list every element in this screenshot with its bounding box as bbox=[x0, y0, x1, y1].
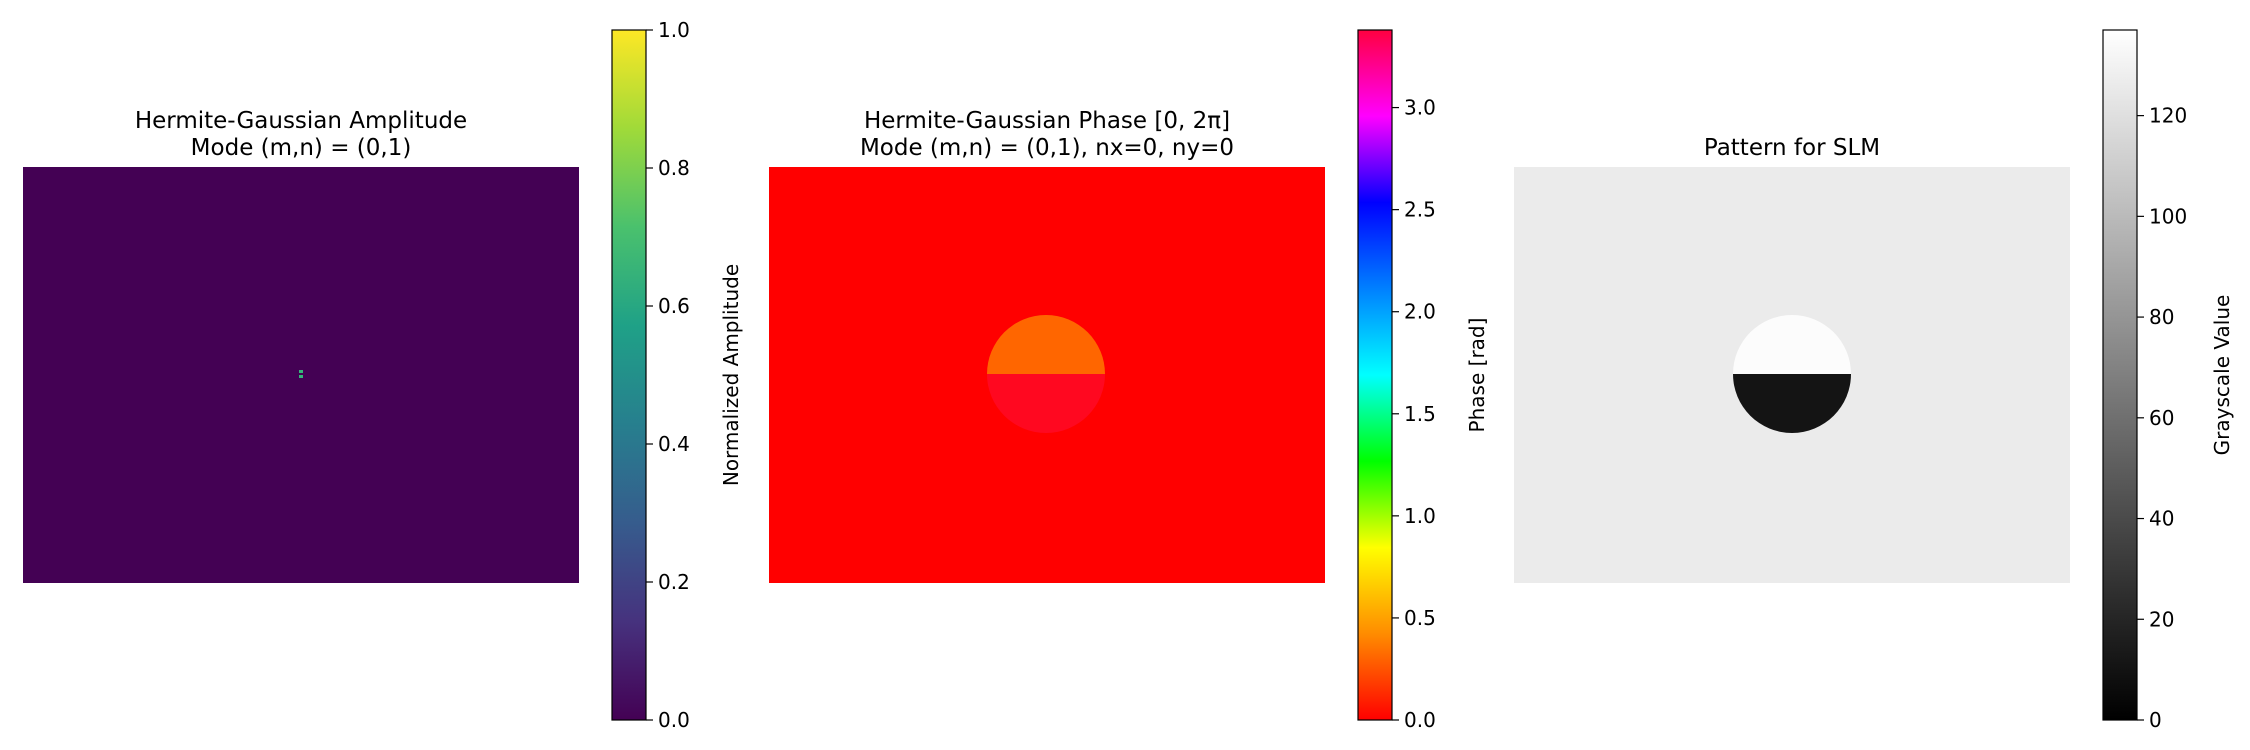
chart-title-line: Hermite-Gaussian Phase [0, 2π] bbox=[864, 108, 1230, 134]
chart-panel-1: Hermite-Gaussian Amplitude Mode (m,n) = (… bbox=[23, 18, 743, 732]
colorbar-tick-label: 0.5 bbox=[1404, 606, 1436, 630]
chart-panel-2: Hermite-Gaussian Phase [0, 2π] Mode (m,n)… bbox=[769, 29, 1489, 732]
colorbar-tick-label: 0 bbox=[2149, 708, 2162, 732]
amplitude-lobe-bottom bbox=[299, 375, 303, 378]
chart-title: Hermite-Gaussian Amplitude Mode (m,n) = (… bbox=[135, 108, 467, 161]
chart-title: Pattern for SLM bbox=[1704, 135, 1880, 161]
colorbar-tick-label: 1.0 bbox=[658, 18, 690, 42]
colorbar-label: Phase [rad] bbox=[1465, 318, 1489, 433]
disc-lower-half bbox=[987, 374, 1105, 433]
colorbar-tick-label: 2.0 bbox=[1404, 300, 1436, 324]
chart-title-line: Mode (m,n) = (0,1) bbox=[191, 135, 412, 161]
colorbar-tick-label: 80 bbox=[2149, 305, 2174, 329]
disc-upper-half bbox=[1733, 315, 1851, 374]
disc-upper-half bbox=[987, 315, 1105, 374]
colorbar-tick-label: 0.8 bbox=[658, 156, 690, 180]
colorbar-tick-label: 40 bbox=[2149, 507, 2174, 531]
chart-title-line: Mode (m,n) = (0,1), nx=0, ny=0 bbox=[860, 135, 1234, 161]
colorbar-label: Grayscale Value bbox=[2210, 295, 2234, 456]
colorbar-tick-label: 2.5 bbox=[1404, 198, 1436, 222]
colorbar-tick-label: 100 bbox=[2149, 204, 2187, 228]
chart-title: Hermite-Gaussian Phase [0, 2π] Mode (m,n)… bbox=[860, 108, 1234, 161]
chart-title-line: Pattern for SLM bbox=[1704, 135, 1880, 161]
colorbar-tick-label: 0.6 bbox=[658, 294, 690, 318]
colorbar-tick-label: 0.4 bbox=[658, 432, 690, 456]
colorbar-label: Normalized Amplitude bbox=[719, 264, 743, 486]
colorbar-tick-label: 1.0 bbox=[1404, 504, 1436, 528]
colorbar-tick-label: 0.2 bbox=[658, 570, 690, 594]
colorbar-tick-label: 0.0 bbox=[658, 708, 690, 732]
chart-title-line: Hermite-Gaussian Amplitude bbox=[135, 108, 467, 134]
colorbar-tick-label: 120 bbox=[2149, 104, 2187, 128]
chart-panel-3: Pattern for SLM 0 20 40 60 80 100 120 Grayscale … bbox=[1514, 29, 2234, 732]
colorbar-tick-label: 0.0 bbox=[1404, 708, 1436, 732]
colorbar bbox=[2102, 29, 2138, 721]
colorbar bbox=[611, 29, 647, 721]
amplitude-lobe-top bbox=[299, 370, 303, 373]
colorbar-tick-label: 1.5 bbox=[1404, 402, 1436, 426]
disc-lower-half bbox=[1733, 374, 1851, 433]
colorbar bbox=[1357, 29, 1393, 721]
colorbar-tick-label: 60 bbox=[2149, 406, 2174, 430]
colorbar-tick-label: 3.0 bbox=[1404, 96, 1436, 120]
colorbar-tick-label: 20 bbox=[2149, 607, 2174, 631]
